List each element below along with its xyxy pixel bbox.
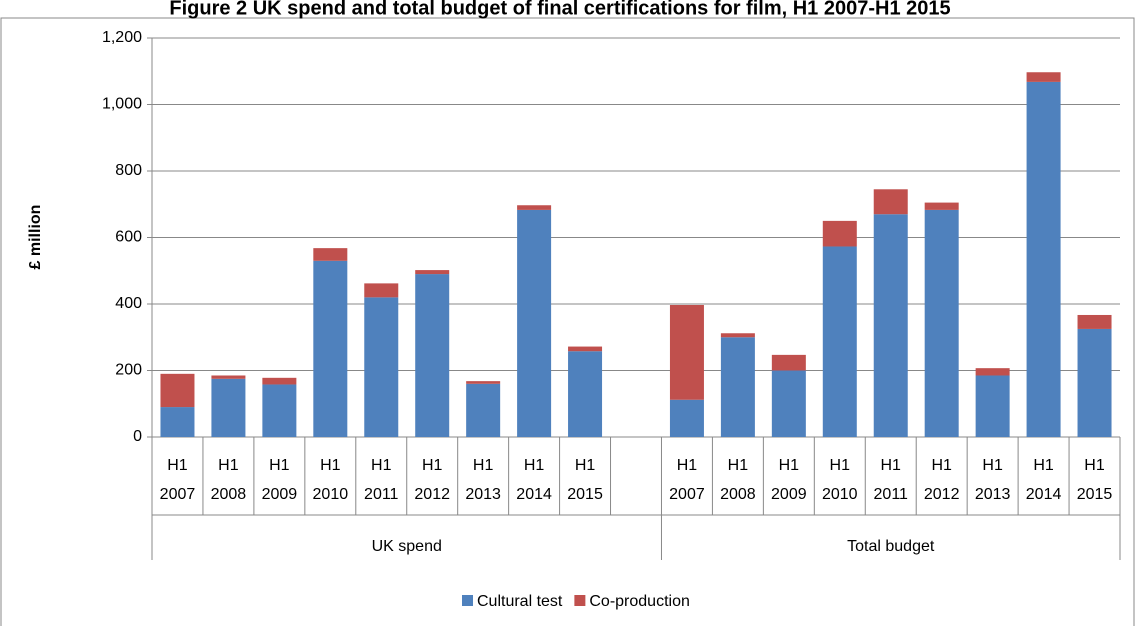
group-label: UK spend bbox=[372, 538, 442, 555]
y-tick-label: 600 bbox=[115, 229, 142, 246]
bar-segment bbox=[415, 274, 450, 437]
bar-segment bbox=[211, 378, 246, 437]
x-tick-label: H1 2012 bbox=[414, 457, 450, 503]
y-tick-label: 200 bbox=[115, 362, 142, 379]
legend-swatch bbox=[574, 595, 586, 606]
x-tick-label: H1 2009 bbox=[771, 457, 807, 503]
x-tick-label: H1 2011 bbox=[873, 457, 908, 503]
x-tick-label: H1 2014 bbox=[516, 457, 552, 503]
bar-segment bbox=[720, 337, 755, 437]
y-tick-label: 1,000 bbox=[102, 96, 142, 113]
bar-segment bbox=[160, 407, 195, 437]
bar-segment bbox=[568, 346, 603, 352]
bar-segment bbox=[924, 202, 959, 210]
bar-segment bbox=[262, 384, 297, 437]
bar-segment bbox=[517, 205, 552, 210]
x-tick-label: H1 2011 bbox=[364, 457, 399, 503]
x-tick-label: H1 2008 bbox=[210, 457, 247, 503]
bar-segment bbox=[466, 383, 501, 437]
bar-segment bbox=[160, 373, 195, 408]
x-tick-label: H1 2007 bbox=[159, 457, 196, 503]
x-tick-label: H1 2012 bbox=[923, 457, 960, 503]
bar-segment bbox=[466, 381, 501, 384]
x-tick-label: H1 2007 bbox=[669, 457, 705, 503]
bar-segment bbox=[1026, 81, 1061, 437]
bar-segment bbox=[313, 248, 348, 261]
chart-title: Figure 2 UK spend and total budget of fi… bbox=[169, 0, 950, 19]
bar-segment bbox=[211, 375, 246, 379]
x-tick-label: H1 2014 bbox=[1025, 457, 1062, 503]
legend-label: Cultural test bbox=[477, 593, 563, 610]
bar-segment bbox=[313, 260, 348, 437]
bar-segment bbox=[1026, 72, 1061, 82]
x-tick-label: H1 2015 bbox=[1076, 457, 1113, 503]
bar-segment bbox=[415, 270, 450, 275]
bar-segment bbox=[669, 304, 704, 400]
bar-segment bbox=[1077, 314, 1112, 329]
bar-segment bbox=[568, 351, 603, 437]
bar-segment bbox=[975, 368, 1010, 376]
y-tick-label: 800 bbox=[115, 162, 142, 179]
x-tick-label: H1 2013 bbox=[465, 457, 501, 503]
x-tick-label: H1 2010 bbox=[821, 457, 858, 503]
legend-swatch bbox=[462, 595, 473, 606]
group-label: Total budget bbox=[847, 538, 935, 555]
x-tick-label: H1 2015 bbox=[567, 457, 603, 503]
legend-label: Co-production bbox=[589, 593, 690, 610]
bar-segment bbox=[771, 354, 806, 371]
bar-segment bbox=[1077, 328, 1112, 437]
bar-segment bbox=[669, 399, 704, 437]
bar-segment bbox=[771, 370, 806, 437]
x-tick-label: H1 2009 bbox=[261, 457, 298, 503]
y-tick-label: 1,200 bbox=[102, 29, 142, 46]
bar-segment bbox=[364, 283, 399, 298]
bar-segment bbox=[262, 377, 297, 385]
bar-segment bbox=[364, 297, 399, 437]
x-tick-label: H1 2008 bbox=[720, 457, 756, 503]
bar-segment bbox=[517, 209, 552, 437]
x-tick-label: H1 2013 bbox=[974, 457, 1011, 503]
bar-segment bbox=[924, 209, 959, 437]
y-tick-label: 400 bbox=[115, 295, 142, 312]
bar-segment bbox=[975, 375, 1010, 437]
y-axis-label: £ million bbox=[27, 205, 44, 270]
bar-segment bbox=[822, 246, 857, 437]
chart-frame bbox=[0, 17, 1135, 626]
bar-segment bbox=[873, 189, 908, 215]
x-tick-label: H1 2010 bbox=[312, 457, 349, 503]
bar-segment bbox=[822, 220, 857, 247]
bar-segment bbox=[720, 333, 755, 338]
y-tick-label: 0 bbox=[133, 428, 142, 445]
bar-segment bbox=[873, 214, 908, 437]
